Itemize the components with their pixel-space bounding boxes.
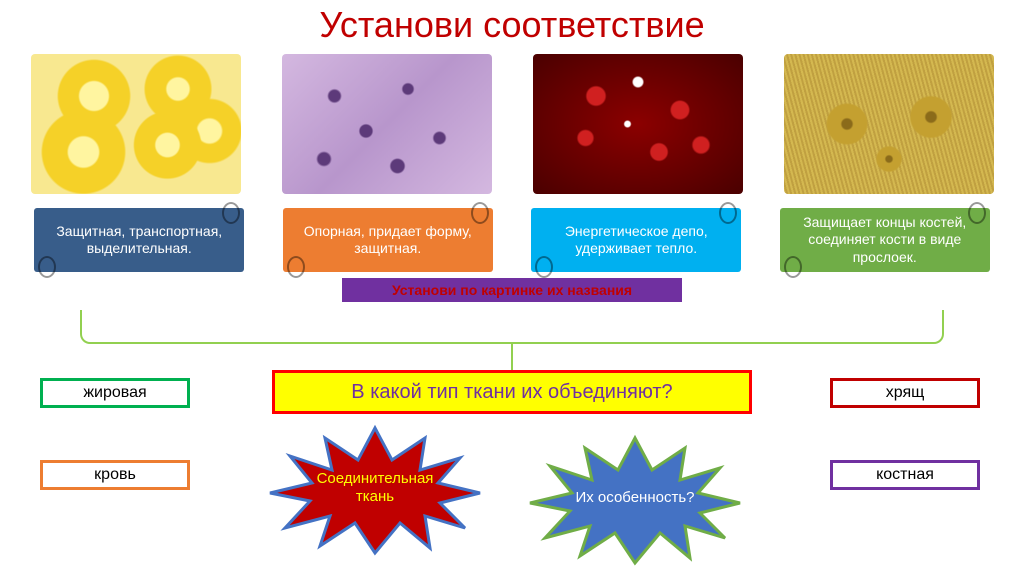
tissue-image-4 — [784, 54, 994, 194]
burst-text-2: Их особенность? — [565, 489, 705, 507]
tissue-image-1 — [31, 54, 241, 194]
option-1[interactable]: жировая — [40, 378, 190, 408]
images-row — [0, 46, 1024, 194]
scroll-card-3[interactable]: Энергетическое депо, удерживает тепло. — [531, 208, 741, 272]
option-3[interactable]: хрящ — [830, 378, 980, 408]
option-2[interactable]: кровь — [40, 460, 190, 490]
mid-instruction: Установи по картинке их названия — [342, 278, 682, 302]
burst-question: Их особенность? — [520, 428, 750, 568]
scroll-card-2[interactable]: Опорная, придает форму, защитная. — [283, 208, 493, 272]
scroll-cards-row: Защитная, транспортная, выделительная. О… — [0, 194, 1024, 272]
bracket-connector — [80, 310, 944, 344]
tissue-image-3 — [533, 54, 743, 194]
burst-answer: Соединительная ткань — [260, 418, 490, 558]
scroll-card-1[interactable]: Защитная, транспортная, выделительная. — [34, 208, 244, 272]
page-title: Установи соответствие — [0, 0, 1024, 46]
bracket-line — [511, 344, 513, 372]
option-4[interactable]: костная — [830, 460, 980, 490]
scroll-card-4[interactable]: Защищает концы костей, соединяет кости в… — [780, 208, 990, 272]
burst-text-1: Соединительная ткань — [305, 470, 445, 506]
question-box: В какой тип ткани их объединяют? — [272, 370, 752, 414]
tissue-image-2 — [282, 54, 492, 194]
